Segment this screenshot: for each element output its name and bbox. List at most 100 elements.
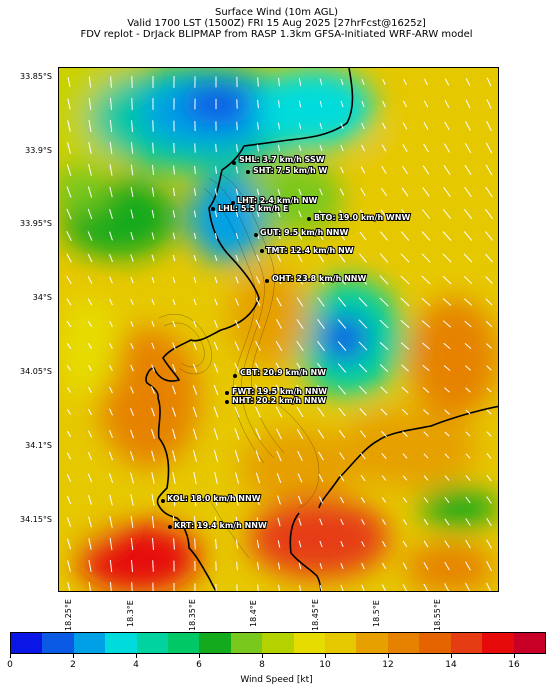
wind-arrow: [109, 408, 113, 416]
wind-arrow: [319, 562, 323, 570]
wind-arrow: [361, 122, 365, 130]
station-FWT[interactable]: FWT: 19.5 km/h NNW: [225, 386, 328, 397]
station-OHT[interactable]: OHT: 23.8 km/h NNW: [265, 273, 367, 284]
wind-arrow: [340, 541, 344, 547]
wind-arrow: [296, 340, 304, 352]
wind-arrow: [172, 494, 176, 506]
wind-arrow: [465, 431, 471, 437]
wind-arrow: [256, 254, 260, 262]
wind-arrow: [361, 519, 365, 525]
wind-arrow: [402, 562, 408, 570]
station-LHL[interactable]: LHL: 5.5 km/h E: [211, 203, 289, 214]
wind-arrow: [130, 429, 134, 439]
wind-arrow: [381, 497, 387, 503]
wind-arrow: [443, 342, 451, 350]
station-LHT[interactable]: LHT: 2.4 km/h NW: [231, 195, 319, 206]
wind-arrow: [276, 275, 282, 285]
wind-arrow: [87, 208, 93, 220]
wind-arrow: [337, 341, 347, 351]
wind-arrow: [151, 407, 155, 417]
wind-arrow: [130, 276, 134, 284]
station-NHT[interactable]: NHT: 20.2 km/h NNW: [225, 395, 327, 406]
wind-arrow: [402, 584, 408, 591]
wind-arrow: [444, 78, 450, 86]
wind-arrow: [402, 431, 408, 437]
wind-arrow: [235, 516, 239, 528]
station-SHT[interactable]: SHT: 7.5 km/h W: [246, 165, 328, 176]
wind-arrow: [235, 276, 239, 284]
wind-arrow: [444, 431, 450, 437]
wind-arrow: [319, 144, 323, 152]
wind-map[interactable]: SHL: 3.7 km/h SSW SHT: 7.5 km/h W LHT: 2…: [58, 67, 499, 592]
wind-arrow: [298, 540, 302, 548]
wind-arrow: [422, 387, 430, 393]
wind-arrow: [151, 364, 155, 372]
wind-arrow: [193, 494, 197, 506]
wind-arrow: [151, 276, 155, 284]
wind-arrow: [485, 186, 493, 198]
wind-arrow: [465, 496, 471, 504]
wind-arrow: [464, 298, 472, 306]
wind-arrow: [485, 164, 493, 176]
station-BTO[interactable]: BTO: 19.0 km/h WNW: [307, 212, 411, 223]
station-TMT[interactable]: TMT: 12.4 km/h NW: [260, 245, 355, 256]
wind-arrow: [277, 495, 281, 505]
wind-arrow: [173, 538, 175, 550]
wind-arrow: [400, 297, 410, 307]
wind-arrow: [277, 540, 281, 548]
wind-arrow: [316, 362, 326, 374]
wind-arrow: [338, 275, 346, 285]
wind-arrow: [443, 365, 451, 371]
colorbar-segment: [105, 633, 137, 653]
wind-arrow: [235, 254, 239, 262]
wind-arrow: [87, 473, 93, 483]
wind-arrow: [360, 188, 366, 196]
station-label: KRT: 19.4 km/h NNW: [174, 521, 267, 530]
wind-arrow: [87, 298, 93, 306]
wind-arrow: [444, 453, 450, 459]
colorbar-tick: 16: [508, 660, 520, 670]
station-SHL[interactable]: SHL: 3.7 km/h SSW: [232, 154, 326, 165]
wind-arrow: [130, 537, 134, 551]
wind-arrow: [442, 275, 452, 285]
wind-arrow: [275, 319, 283, 329]
wind-arrow: [423, 562, 429, 570]
wind-arrow: [192, 385, 198, 395]
wind-arrow: [151, 450, 155, 462]
station-GUT[interactable]: GUT: 9.5 km/h NNW: [254, 227, 349, 238]
wind-arrow: [235, 210, 239, 218]
station-KOL[interactable]: KOL: 18.0 km/h NNW: [161, 493, 262, 504]
wind-arrow: [130, 451, 134, 461]
wind-arrow: [465, 453, 471, 459]
wind-arrow: [109, 559, 113, 573]
wind-arrow: [109, 142, 113, 154]
lat-label: 34°S: [32, 293, 52, 302]
wind-arrow: [109, 186, 113, 198]
wind-arrow: [172, 342, 176, 350]
wind-arrow: [193, 210, 197, 218]
wind-arrow: [172, 298, 176, 306]
wind-arrow: [423, 431, 429, 437]
wind-arrow: [66, 164, 72, 176]
wind-arrow: [235, 188, 239, 196]
wind-arrow: [88, 408, 92, 416]
wind-arrow: [110, 98, 112, 110]
station-CBT[interactable]: CBT: 20.9 km/h NW: [233, 367, 327, 378]
station-label: BTO: 19.0 km/h WNW: [314, 213, 410, 222]
wind-arrow: [339, 452, 345, 460]
wind-arrow: [485, 253, 493, 263]
wind-arrow: [88, 142, 92, 154]
wind-arrow: [486, 453, 492, 459]
wind-arrow: [275, 362, 283, 374]
wind-arrow: [464, 186, 472, 198]
wind-arrow: [67, 142, 71, 154]
wind-arrow: [317, 319, 325, 329]
wind-arrow: [422, 364, 430, 372]
wind-arrow: [109, 582, 112, 591]
colorbar-tickmark: [388, 654, 389, 658]
station-KRT[interactable]: KRT: 19.4 km/h NNW: [168, 520, 268, 531]
wind-arrow: [422, 165, 430, 175]
wind-arrow: [277, 144, 281, 152]
wind-arrow: [423, 122, 429, 130]
wind-arrow: [296, 319, 304, 329]
